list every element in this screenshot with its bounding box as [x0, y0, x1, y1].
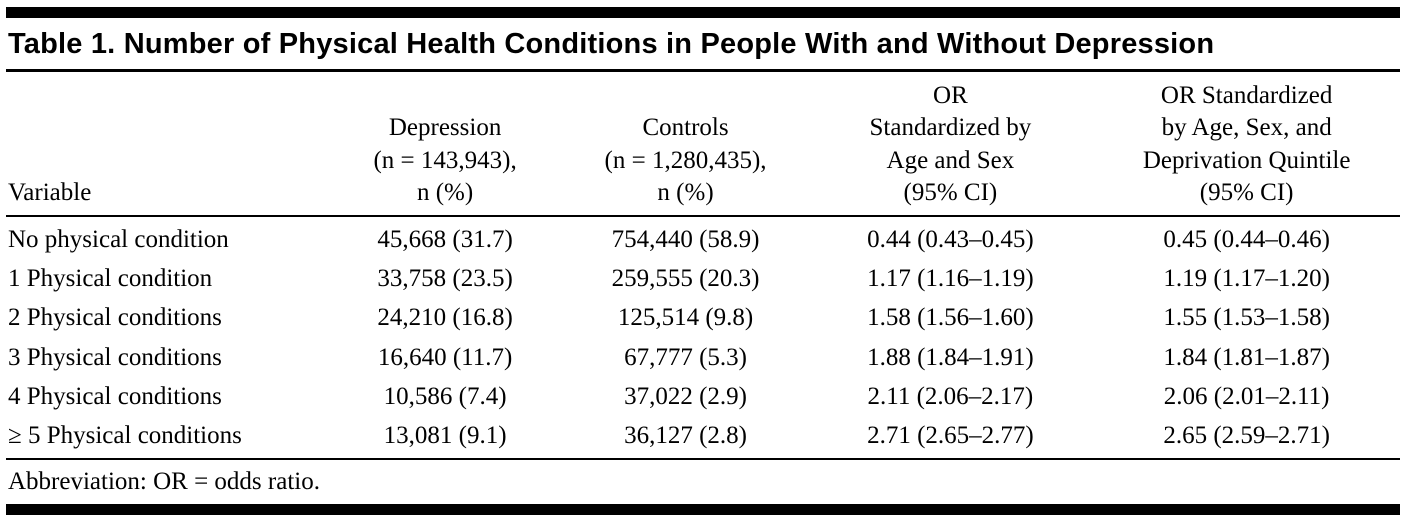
header-line: (95% CI) [903, 179, 998, 207]
value-cell: 10,586 (7.4) [383, 382, 507, 410]
value-cell: 67,777 (5.3) [624, 343, 747, 371]
header-line: Controls [642, 114, 729, 142]
header-line: Age and Sex [886, 146, 1015, 174]
top-rule [6, 7, 1400, 18]
value-cell: 2.71 (2.65–2.77) [867, 422, 1034, 450]
data-table: Variable Depression (n = 143,943), n (%)… [6, 71, 1400, 456]
table-row: 2 Physical conditions 24,210 (16.8) 125,… [6, 298, 1400, 337]
value-cell: 125,514 (9.8) [617, 304, 754, 332]
table-row: 4 Physical conditions 10,586 (7.4) 37,02… [6, 377, 1400, 416]
header-line: OR Standardized [1160, 81, 1333, 109]
value-cell: 2.65 (2.59–2.71) [1163, 422, 1330, 450]
value-cell: 1.88 (1.84–1.91) [867, 343, 1034, 371]
header-line: OR [933, 81, 968, 109]
value-cell: 2.06 (2.01–2.11) [1163, 382, 1330, 410]
header-line: (95% CI) [1199, 179, 1294, 207]
header-line: Depression [388, 114, 502, 142]
title-rule [6, 68, 1400, 72]
value-cell: 0.45 (0.44–0.46) [1163, 225, 1330, 253]
value-cell: 45,668 (31.7) [377, 225, 513, 253]
value-cell: 1.84 (1.81–1.87) [1163, 343, 1330, 371]
table-row: ≥ 5 Physical conditions 13,081 (9.1) 36,… [6, 416, 1400, 455]
value-cell: 1.58 (1.56–1.60) [867, 304, 1034, 332]
variable-cell: 2 Physical conditions [8, 304, 222, 332]
value-cell: 36,127 (2.8) [624, 422, 747, 450]
header-controls: Controls (n = 1,280,435), n (%) [563, 71, 808, 217]
header-line: Deprivation Quintile [1142, 146, 1351, 174]
header-line: n (%) [416, 179, 474, 207]
variable-cell: 1 Physical condition [8, 265, 213, 293]
value-cell: 37,022 (2.9) [624, 382, 747, 410]
header-line: n (%) [657, 179, 714, 207]
variable-cell: No physical condition [8, 225, 229, 253]
header-line: (n = 143,943), [373, 146, 517, 174]
variable-cell: ≥ 5 Physical conditions [8, 422, 242, 450]
variable-cell: 3 Physical conditions [8, 343, 222, 371]
table-title: Table 1. Number of Physical Health Condi… [8, 28, 1215, 60]
value-cell: 1.19 (1.17–1.20) [1163, 265, 1330, 293]
header-depression: Depression (n = 143,943), n (%) [326, 71, 564, 217]
value-cell: 13,081 (9.1) [383, 422, 507, 450]
value-cell: 24,210 (16.8) [377, 304, 513, 332]
table-row: 3 Physical conditions 16,640 (11.7) 67,7… [6, 338, 1400, 377]
table-row: 1 Physical condition 33,758 (23.5) 259,5… [6, 259, 1400, 298]
header-row: Variable Depression (n = 143,943), n (%)… [6, 71, 1400, 217]
bottom-rule [6, 504, 1400, 515]
header-or-age-sex-deprivation: OR Standardized by Age, Sex, and Depriva… [1093, 71, 1400, 217]
variable-cell: 4 Physical conditions [8, 382, 222, 410]
value-cell: 16,640 (11.7) [377, 343, 513, 371]
value-cell: 1.55 (1.53–1.58) [1163, 304, 1330, 332]
header-line: by Age, Sex, and [1161, 114, 1332, 142]
value-cell: 0.44 (0.43–0.45) [867, 225, 1034, 253]
value-cell: 754,440 (58.9) [611, 225, 760, 253]
header-line: Standardized by [869, 114, 1032, 142]
header-or-age-sex: OR Standardized by Age and Sex (95% CI) [807, 71, 1094, 217]
header-variable: Variable [6, 71, 327, 217]
header-variable-label: Variable [8, 179, 92, 207]
table-footnote: Abbreviation: OR = odds ratio. [8, 468, 320, 496]
value-cell: 259,555 (20.3) [611, 265, 760, 293]
header-line: (n = 1,280,435), [604, 146, 767, 174]
value-cell: 2.11 (2.06–2.17) [867, 382, 1034, 410]
value-cell: 1.17 (1.16–1.19) [867, 265, 1034, 293]
footnote-section: Abbreviation: OR = odds ratio. [6, 458, 1400, 504]
value-cell: 33,758 (23.5) [377, 265, 513, 293]
table-row: No physical condition 45,668 (31.7) 754,… [6, 216, 1400, 259]
